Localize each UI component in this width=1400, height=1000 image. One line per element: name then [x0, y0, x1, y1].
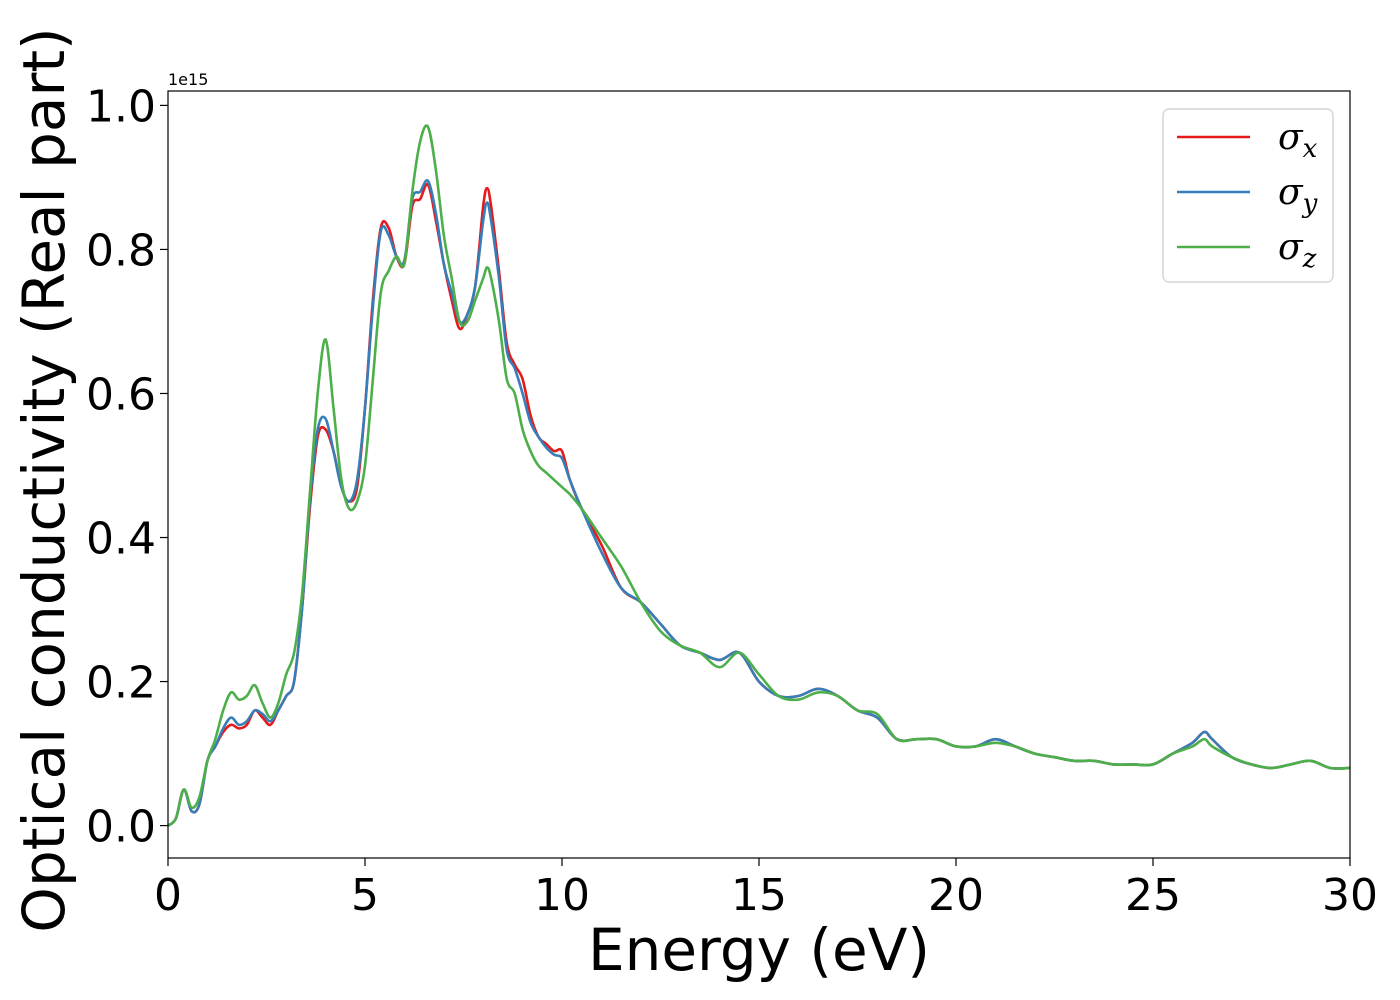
y-tick-label: 0.4	[86, 514, 156, 565]
legend-label-z: σz	[1278, 227, 1317, 274]
legend-label-y: σy	[1278, 172, 1318, 219]
y-tick-label: 0.2	[86, 658, 156, 709]
x-tick-label: 20	[928, 870, 984, 921]
y-axis-ticks: 0.0 0.2 0.4 0.6 0.8 1.0	[86, 81, 168, 853]
x-axis-label: Energy (eV)	[588, 916, 930, 984]
legend: σx σy σz	[1162, 108, 1334, 283]
x-tick-label: 0	[154, 870, 182, 921]
x-tick-label: 15	[731, 870, 787, 921]
legend-box	[1162, 108, 1334, 283]
series-line-z	[167, 124, 1351, 827]
x-tick-label: 10	[534, 870, 590, 921]
y-offset-label: 1e15	[168, 70, 208, 89]
legend-label-x: σx	[1278, 117, 1318, 164]
x-tick-label: 5	[351, 870, 379, 921]
series-layer	[167, 124, 1351, 827]
y-axis-label: Optical conductivity (Real part)	[10, 27, 78, 932]
y-tick-label: 0.8	[86, 225, 156, 276]
x-tick-label: 30	[1322, 870, 1378, 921]
x-tick-label: 25	[1125, 870, 1181, 921]
y-tick-label: 0.0	[86, 802, 156, 853]
x-axis-ticks: 0 5 10 15 20 25 30	[154, 858, 1378, 921]
y-tick-label: 1.0	[86, 81, 156, 132]
y-tick-label: 0.6	[86, 369, 156, 420]
